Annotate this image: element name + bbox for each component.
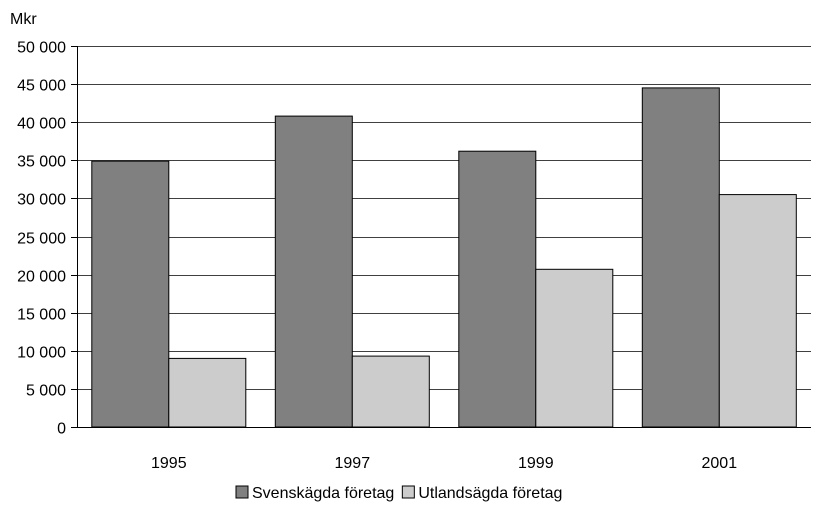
bar-svensk-gda-f-retag-1997 [274,115,353,428]
y-tick-label: 50 000 [17,40,66,57]
y-unit-label: Mkr [10,11,37,28]
x-tick-label: 2001 [702,455,738,472]
bar-utlands-gda-f-retag-2001 [718,194,797,428]
legend: Svenskägda företag Utlandsägda företag [235,485,562,502]
gridlines [77,46,811,390]
x-tick-labels: 1995 1997 1999 2001 [151,455,737,472]
y-tick-label: 25 000 [17,231,66,248]
y-tick-label: 40 000 [17,116,66,133]
bars [91,87,797,428]
bar-utlands-gda-f-retag-1999 [535,268,614,428]
bar-utlands-gda-f-retag-1997 [351,355,430,428]
y-tick-labels: 0 5 000 10 000 15 000 20 000 25 000 30 000 35 0… [17,40,66,438]
y-tick-label: 10 000 [17,345,66,362]
x-tick-label: 1999 [518,455,554,472]
legend-swatch [235,485,249,499]
y-tick-label: 5 000 [26,383,66,400]
legend-label: Utlandsägda företag [418,485,562,502]
x-tick-label: 1997 [335,455,371,472]
bar-svensk-gda-f-retag-2001 [641,87,720,428]
legend-label: Svenskägda företag [252,485,394,502]
bar-svensk-gda-f-retag-1995 [91,160,170,428]
y-tick-label: 0 [57,421,66,438]
y-tick-label: 20 000 [17,269,66,286]
legend-swatch [401,485,415,499]
y-tick-label: 35 000 [17,154,66,171]
y-tick-label: 30 000 [17,192,66,209]
bar-svensk-gda-f-retag-1999 [458,150,537,428]
x-tick-label: 1995 [151,455,187,472]
y-tick-label: 45 000 [17,78,66,95]
bar-utlands-gda-f-retag-1995 [168,357,247,428]
y-tick-label: 15 000 [17,307,66,324]
axes [71,46,811,428]
